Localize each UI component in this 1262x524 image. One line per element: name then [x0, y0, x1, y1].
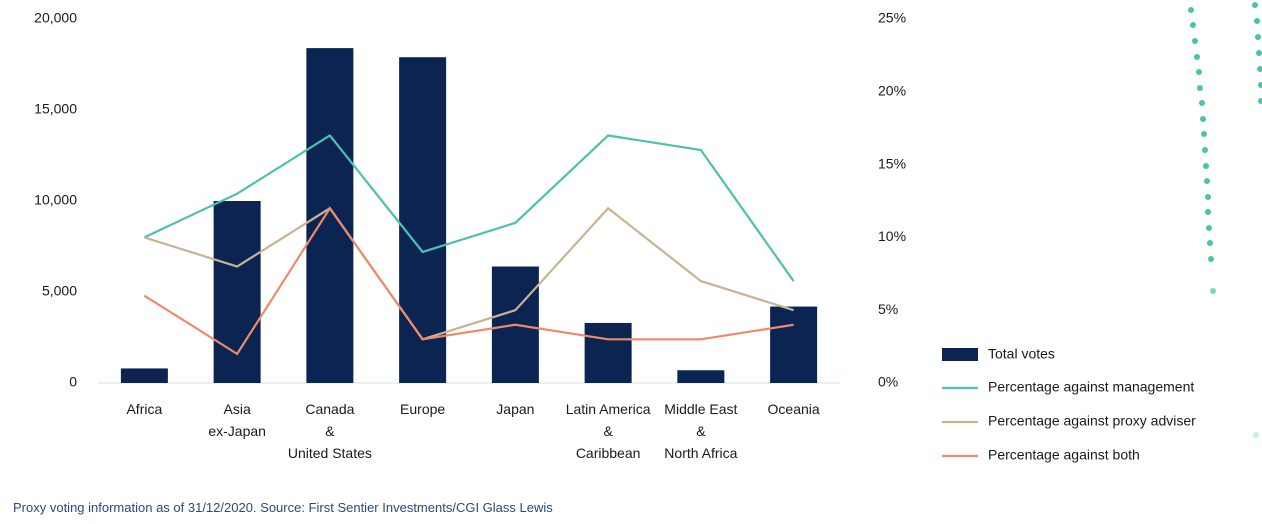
- legend-swatch: [942, 348, 978, 361]
- y-tick-label: 0: [69, 374, 77, 390]
- x-tick-label: Oceania: [739, 398, 849, 420]
- bar: [770, 307, 817, 383]
- bar: [585, 323, 632, 383]
- y2-tick-label: 20%: [878, 83, 906, 99]
- y2-tick-label: 5%: [878, 301, 898, 317]
- y2-tick-label: 25%: [878, 10, 906, 26]
- page: {"chart_data": {"type": "bar", "categori…: [0, 0, 1262, 524]
- legend-label: Total votes: [988, 346, 1055, 362]
- y2-tick-label: 15%: [878, 155, 906, 171]
- bar: [121, 368, 168, 383]
- y-tick-label: 10,000: [34, 192, 77, 208]
- y-tick-label: 15,000: [34, 101, 77, 117]
- footnote: Proxy voting information as of 31/12/202…: [13, 500, 553, 515]
- legend-label: Percentage against management: [988, 379, 1194, 395]
- y-tick-label: 20,000: [34, 10, 77, 26]
- y2-tick-label: 10%: [878, 228, 906, 244]
- y-tick-label: 5,000: [42, 283, 77, 299]
- legend-label: Percentage against proxy adviser: [988, 413, 1196, 429]
- y2-tick-label: 0%: [878, 374, 898, 390]
- bar: [677, 370, 724, 383]
- bar: [214, 201, 261, 383]
- legend-label: Percentage against both: [988, 447, 1140, 463]
- decoration: [1188, 2, 1262, 438]
- bar: [306, 48, 353, 383]
